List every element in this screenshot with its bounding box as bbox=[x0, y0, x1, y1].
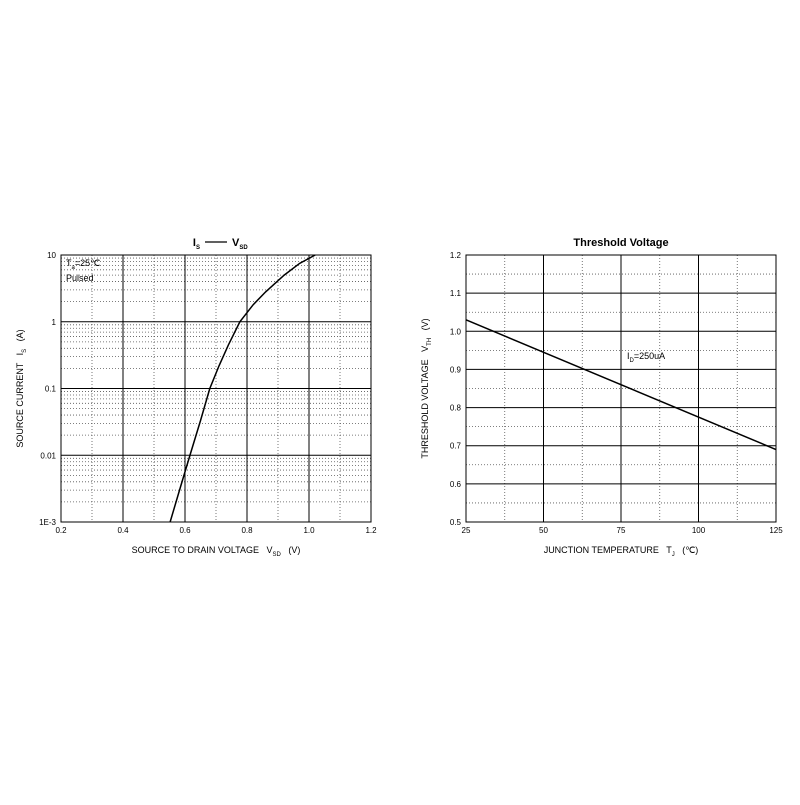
y-axis-label: THRESHOLD VOLTAGE VTH (V) bbox=[420, 318, 433, 458]
x-tick-label: 1.0 bbox=[303, 526, 315, 535]
text-part: =25℃ bbox=[75, 258, 100, 268]
x-tick-label: 25 bbox=[462, 526, 471, 535]
text-part: THRESHOLD VOLTAGE V bbox=[420, 346, 430, 459]
data-line bbox=[465, 319, 777, 451]
text-part: Pulsed bbox=[66, 273, 94, 283]
y-tick-label: 0.8 bbox=[450, 404, 462, 413]
x-tick-label: 75 bbox=[617, 526, 626, 535]
text-part: (V) bbox=[420, 318, 430, 338]
subscript: a bbox=[72, 265, 76, 271]
text-part: I bbox=[627, 351, 630, 361]
chart-title: IS bbox=[193, 237, 200, 251]
subscript: SD bbox=[239, 245, 248, 251]
chart: 25 50 75 100 125 0.5 0.6 0.7 0.8 0.9 1.0 1.1 1.2 Thre… bbox=[420, 237, 783, 558]
x-tick-label: 50 bbox=[539, 526, 548, 535]
y-tick-label: 1.2 bbox=[450, 251, 462, 260]
annotation: Pulsed bbox=[66, 273, 94, 283]
x-tick-label: 100 bbox=[692, 526, 706, 535]
y-tick-label: 0.9 bbox=[450, 365, 462, 374]
subscript: J bbox=[672, 552, 675, 558]
x-axis-label: JUNCTION TEMPERATURE TJ (℃) bbox=[544, 545, 699, 558]
x-tick-label: 125 bbox=[769, 526, 783, 535]
plot-frame bbox=[465, 254, 777, 523]
y-tick-label: 1.0 bbox=[450, 327, 462, 336]
y-tick-label: 0.01 bbox=[40, 451, 56, 460]
x-tick-label: 0.6 bbox=[179, 526, 191, 535]
y-tick-label: 0.5 bbox=[450, 518, 462, 527]
text-part: I bbox=[193, 237, 196, 249]
x-tick-label: 0.4 bbox=[117, 526, 129, 535]
subscript: S bbox=[22, 349, 28, 353]
x-tick-label: 1.2 bbox=[365, 526, 377, 535]
data-line bbox=[169, 254, 316, 523]
x-axis-label: SOURCE TO DRAIN VOLTAGE VSD (V) bbox=[132, 545, 301, 558]
text-part: (A) bbox=[15, 329, 25, 349]
subscript: SD bbox=[273, 552, 282, 558]
y-tick-label: 1E-3 bbox=[39, 518, 56, 527]
y-tick-label: 1.1 bbox=[450, 289, 462, 298]
x-tick-label: 0.8 bbox=[241, 526, 253, 535]
y-tick-label: 0.6 bbox=[450, 480, 462, 489]
text-part: T bbox=[66, 258, 72, 268]
text-part: V bbox=[232, 237, 240, 249]
text-part: (V) bbox=[281, 545, 301, 555]
y-axis-label: SOURCE CURRENT IS (A) bbox=[15, 329, 28, 447]
text-part: (℃) bbox=[675, 545, 699, 555]
chart-title: VSD bbox=[232, 237, 248, 251]
subscript: TH bbox=[427, 338, 433, 346]
annotation: Ta=25℃ bbox=[66, 258, 100, 271]
text-part: SOURCE CURRENT I bbox=[15, 353, 25, 448]
y-tick-label: 0.7 bbox=[450, 442, 462, 451]
text-part: SOURCE TO DRAIN VOLTAGE V bbox=[132, 545, 273, 555]
x-tick-label: 0.2 bbox=[55, 526, 67, 535]
y-tick-label: 0.1 bbox=[45, 385, 57, 394]
chart-title: Threshold Voltage bbox=[573, 237, 668, 249]
y-tick-label: 10 bbox=[47, 251, 56, 260]
text-part: JUNCTION TEMPERATURE T bbox=[544, 545, 673, 555]
annotation: ID=250uA bbox=[627, 351, 665, 364]
subscript: D bbox=[630, 358, 635, 364]
plot-frame bbox=[60, 254, 372, 523]
text-part: =250uA bbox=[634, 351, 665, 361]
subscript: S bbox=[196, 245, 200, 251]
y-tick-label: 1 bbox=[52, 318, 57, 327]
